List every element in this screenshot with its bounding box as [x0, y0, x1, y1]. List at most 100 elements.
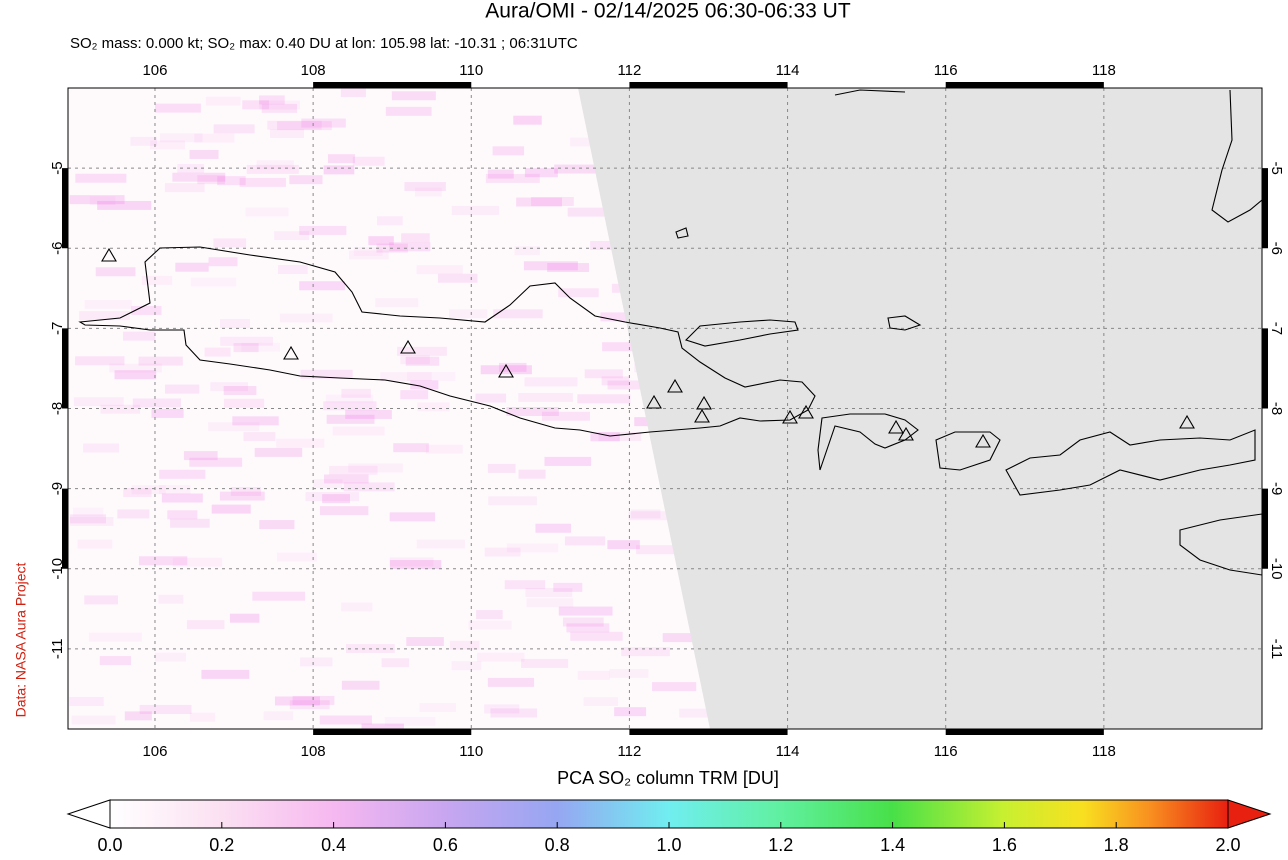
so2-pixel [417, 402, 450, 412]
so2-pixel [558, 606, 613, 616]
so2-pixel [490, 708, 538, 718]
so2-pixel [208, 257, 238, 267]
so2-pixel [301, 118, 346, 128]
volcano [798, 404, 814, 419]
so2-pixel [213, 124, 255, 134]
subtitle: SO₂ mass: 0.000 kt; SO₂ max: 0.40 DU at … [70, 35, 578, 52]
so2-pixel [513, 115, 542, 125]
frame-bar [629, 729, 788, 735]
so2-pixel [426, 444, 463, 454]
so2-pixel [468, 620, 512, 630]
so2-pixel [95, 267, 136, 277]
so2-pixel [544, 456, 592, 466]
so2-pixel [368, 236, 394, 246]
so2-pixel [263, 711, 294, 721]
colorbar-over [1227, 799, 1272, 829]
so2-pixel [384, 716, 436, 726]
so2-pixel [123, 331, 156, 341]
so2-pixel [130, 136, 157, 146]
so2-pixel [289, 700, 330, 710]
x-tick-label-bottom: 114 [776, 743, 800, 760]
so2-pixel [567, 207, 609, 217]
so2-pixel [325, 394, 374, 404]
so2-pixel [190, 277, 237, 287]
so2-pixel [322, 494, 350, 504]
so2-pixel [419, 703, 457, 713]
frame-bar [945, 82, 1104, 88]
so2-pixel [564, 536, 606, 546]
so2-pixel [69, 696, 104, 706]
map-area [68, 88, 1262, 729]
so2-pixel [391, 91, 436, 101]
so2-pixel [132, 398, 182, 408]
so2-pixel [385, 106, 432, 116]
y-tick-label-left: -6 [49, 242, 66, 255]
x-tick-label-top: 108 [301, 62, 326, 79]
so2-pixel [232, 416, 279, 426]
so2-pixel [389, 512, 436, 522]
so2-pixel [343, 482, 395, 492]
so2-pixel [352, 156, 385, 166]
so2-pixel [506, 543, 559, 553]
so2-pixel [476, 610, 503, 620]
so2-pixel [614, 707, 647, 717]
so2-pixel [151, 408, 184, 418]
coast-bawean [675, 227, 689, 239]
grid [68, 88, 1262, 729]
x-tick-label-top: 116 [934, 62, 958, 79]
so2-pixel [451, 205, 499, 215]
so2-pixel [621, 647, 670, 657]
so2-pixel [139, 704, 192, 714]
y-tick-label-right: -6 [1268, 242, 1285, 255]
y-tick-label-right: -11 [1268, 639, 1285, 660]
so2-pixel [609, 668, 649, 678]
so2-pixel [406, 637, 444, 647]
colorbar-tick-label: 0.4 [321, 835, 346, 855]
so2-pixel [326, 414, 375, 424]
so2-pixel [577, 394, 631, 404]
so2-pixel [252, 591, 305, 601]
so2-pixel [480, 365, 532, 375]
so2-pixel [514, 246, 540, 256]
coast-sumbawa [1005, 429, 1256, 496]
so2-pixel [375, 298, 419, 308]
colorbar-ticks: 0.0 0.2 0.4 0.6 0.8 1.0 1.2 1.4 1.6 1.8 2.0 [97, 822, 1241, 855]
colorbar-tick-label: 0.6 [433, 835, 458, 855]
so2-pixel [109, 363, 162, 373]
so2-pixel [84, 299, 132, 309]
so2-pixel [506, 406, 559, 416]
so2-pixel [377, 216, 403, 226]
so2-pixel [261, 103, 297, 113]
so2-pixel [323, 165, 355, 175]
so2-pixel [547, 263, 590, 273]
so2-pixel [259, 100, 300, 110]
so2-pixel [69, 516, 114, 526]
so2-pixel [172, 172, 226, 182]
colorbar-tick-label: 1.6 [992, 835, 1017, 855]
colorbar-label: PCA SO₂ column TRM [DU] [557, 768, 779, 788]
frame-bar [629, 82, 788, 88]
so2-pixel [416, 539, 466, 549]
so2-pixel [77, 539, 113, 549]
volcano [498, 363, 514, 378]
so2-pixel [518, 469, 546, 479]
so2-pixel [437, 273, 478, 283]
so2-pixel [267, 120, 322, 130]
so2-pixel [223, 386, 257, 396]
so2-pixel [583, 697, 619, 707]
so2-pixel [270, 129, 304, 139]
so2-pixel [75, 173, 127, 183]
so2-pixel [211, 504, 251, 514]
so2-pixel [150, 140, 185, 150]
so2-pixel [393, 443, 429, 453]
so2-pixel [566, 623, 610, 633]
so2-pixel [523, 261, 578, 271]
so2-pixel [323, 401, 377, 411]
y-tick-label-left: -8 [49, 402, 66, 415]
so2-pixel [607, 540, 640, 550]
so2-pixel [73, 397, 124, 407]
so2-pixel [340, 88, 366, 98]
so2-pixel [628, 511, 679, 521]
so2-pixel [299, 225, 347, 235]
so2-pixel [636, 545, 681, 555]
